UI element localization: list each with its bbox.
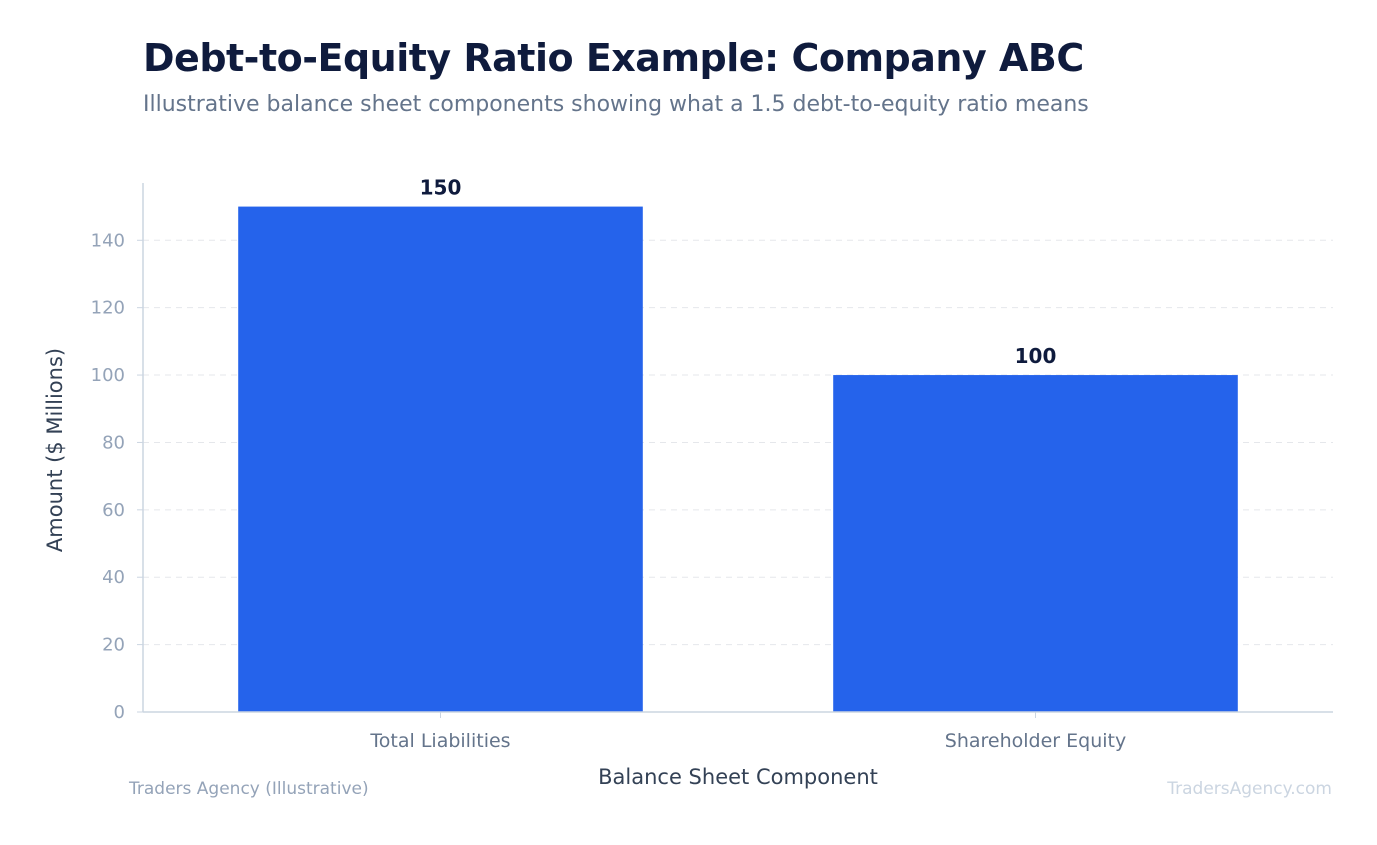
y-tick-label: 60 <box>102 500 125 521</box>
y-tick-label: 80 <box>102 432 125 453</box>
axes <box>137 183 1333 718</box>
bars <box>238 206 1238 712</box>
chart-title: Debt-to-Equity Ratio Example: Company AB… <box>143 36 1084 80</box>
y-tick-label: 20 <box>102 635 125 656</box>
labels: 0 20 40 60 80 100 120 140 150 Total Liabilities 10… <box>91 176 1127 752</box>
y-tick-label: 140 <box>91 230 125 251</box>
x-tick-label: Total Liabilities <box>369 730 510 752</box>
y-tick-label: 0 <box>114 702 125 723</box>
y-tick-label: 120 <box>91 298 125 319</box>
y-tick-label: 100 <box>91 365 125 386</box>
y-tick-label: 40 <box>102 567 125 588</box>
bar <box>833 375 1238 712</box>
y-axis-title: Amount ($ Millions) <box>43 348 67 552</box>
data-label: 150 <box>420 176 462 200</box>
bar <box>238 206 643 712</box>
x-tick-label: Shareholder Equity <box>945 730 1126 752</box>
data-label: 100 <box>1015 344 1057 368</box>
source-note: Traders Agency (Illustrative) <box>129 779 369 799</box>
watermark: TradersAgency.com <box>1167 779 1332 799</box>
chart-subtitle: Illustrative balance sheet components sh… <box>143 92 1089 117</box>
x-axis-title: Balance Sheet Component <box>598 765 878 789</box>
